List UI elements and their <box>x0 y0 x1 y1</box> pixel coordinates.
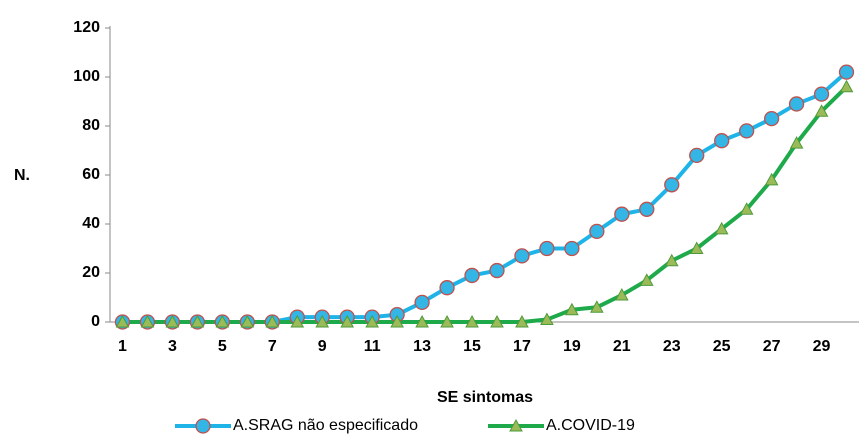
data-point <box>839 79 854 93</box>
x-tick-label: 29 <box>813 338 831 355</box>
data-point <box>489 262 505 279</box>
data-point <box>415 314 429 328</box>
data-point <box>265 314 280 328</box>
x-tick-label: 1 <box>118 338 127 355</box>
data-point <box>414 294 430 311</box>
data-point <box>165 314 180 328</box>
data-point <box>589 223 605 240</box>
x-tick-label: 9 <box>318 338 327 355</box>
data-point <box>514 248 530 264</box>
data-point <box>739 202 754 215</box>
data-point <box>764 172 779 186</box>
data-point <box>490 314 504 328</box>
data-point <box>390 314 404 328</box>
data-point <box>215 314 230 328</box>
x-tick-label: 17 <box>513 338 531 355</box>
data-point <box>464 267 480 284</box>
x-tick-label: 7 <box>268 338 277 355</box>
data-point <box>315 314 330 328</box>
data-point <box>689 147 705 164</box>
data-point <box>788 96 805 112</box>
data-point <box>814 104 829 117</box>
data-point <box>340 314 355 328</box>
data-point <box>689 241 704 254</box>
data-point <box>115 314 130 328</box>
data-point <box>664 253 679 267</box>
data-point <box>190 314 205 328</box>
series-line <box>122 70 848 324</box>
x-tick-label: 3 <box>168 338 177 355</box>
y-tick-label: 20 <box>82 264 100 281</box>
data-point <box>439 280 455 296</box>
data-point <box>763 111 780 127</box>
legend-label: A.COVID-19 <box>546 417 635 434</box>
x-tick-label: 25 <box>713 338 731 355</box>
data-point <box>240 314 255 328</box>
data-point <box>539 240 555 257</box>
series-line <box>122 85 848 324</box>
y-axis-title: N. <box>14 167 30 184</box>
data-point <box>714 133 730 149</box>
data-point <box>290 314 305 328</box>
y-tick-label: 100 <box>73 68 100 85</box>
data-point <box>739 123 755 139</box>
x-tick-label: 15 <box>463 338 481 355</box>
data-point <box>714 221 729 235</box>
data-point <box>565 302 579 316</box>
x-tick-label: 19 <box>563 338 581 355</box>
data-point <box>590 300 604 313</box>
x-tick-label: 27 <box>763 338 781 355</box>
data-point <box>789 136 804 149</box>
data-point <box>614 206 630 222</box>
data-point <box>639 273 654 286</box>
legend-label: A.SRAG não especificado <box>233 417 418 434</box>
y-tick-label: 40 <box>82 215 100 232</box>
data-point <box>540 312 554 326</box>
legend-marker <box>195 418 211 434</box>
x-tick-label: 13 <box>413 338 431 355</box>
y-tick-label: 60 <box>82 166 100 183</box>
data-point <box>515 314 529 328</box>
x-tick-label: 21 <box>613 338 631 355</box>
y-tick-label: 80 <box>82 117 100 134</box>
data-point <box>838 64 855 80</box>
data-point <box>639 201 655 217</box>
data-point <box>440 314 454 328</box>
data-point <box>564 240 580 257</box>
data-point <box>140 314 155 328</box>
data-point <box>664 177 680 193</box>
x-axis-title: SE sintomas <box>437 389 533 406</box>
y-tick-label: 120 <box>73 19 100 36</box>
data-point <box>813 86 830 102</box>
y-tick-label: 0 <box>91 313 100 330</box>
x-tick-label: 5 <box>218 338 227 355</box>
x-tick-label: 23 <box>663 338 681 355</box>
x-tick-label: 11 <box>364 338 381 355</box>
data-point <box>465 314 479 328</box>
legend-marker <box>509 418 523 432</box>
data-point <box>614 288 629 301</box>
data-point <box>365 314 379 328</box>
